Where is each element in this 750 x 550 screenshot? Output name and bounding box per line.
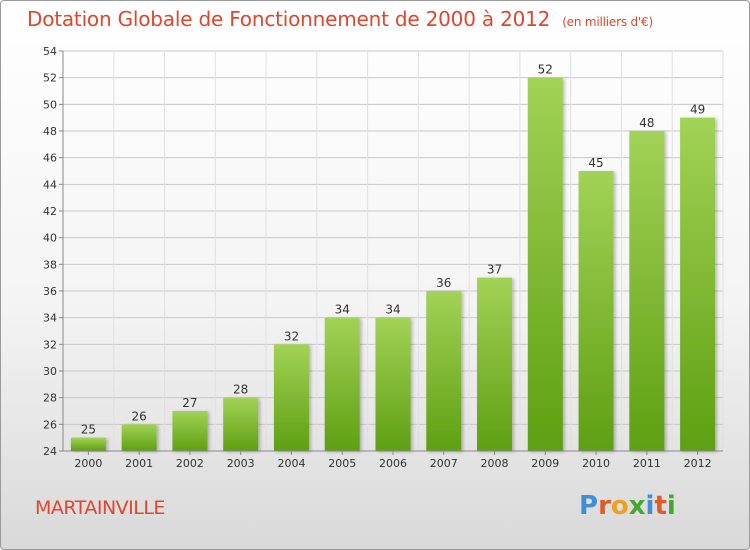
bar-2004: [273, 344, 309, 451]
axis-layer: 24 26 28 30 32 34 36 38 40 42 44 46 48 50 52 54 25 2000 26…: [43, 45, 723, 470]
bar-value-label: 36: [436, 276, 451, 290]
y-tick-label: 32: [43, 338, 57, 351]
bar-2002: [172, 411, 208, 451]
y-tick-label: 48: [43, 125, 57, 138]
bar-2005: [324, 317, 360, 451]
y-tick-label: 42: [43, 205, 57, 218]
y-tick-label: 36: [43, 285, 57, 298]
bar-value-label: 28: [233, 383, 248, 397]
x-tick-label: 2000: [74, 457, 102, 470]
bar-value-label: 52: [538, 63, 553, 77]
bar-value-label: 48: [639, 116, 654, 130]
commune-name: MARTAINVILLE: [35, 497, 165, 519]
bar-2007: [426, 291, 462, 451]
y-tick-label: 38: [43, 258, 57, 271]
bar-2006: [375, 317, 411, 451]
bar-value-label: 34: [385, 303, 400, 317]
y-tick-label: 50: [43, 98, 57, 111]
bar-value-label: 32: [284, 329, 299, 343]
bar-layer: [70, 77, 716, 452]
y-tick-label: 26: [43, 418, 57, 431]
bar-2000: [70, 437, 106, 451]
x-tick-label: 2007: [430, 457, 458, 470]
bar-2011: [629, 131, 665, 451]
x-tick-label: 2005: [328, 457, 356, 470]
bar-value-label: 37: [487, 263, 502, 277]
chart-title: Dotation Globale de Fonctionnement de 20…: [27, 7, 653, 31]
proxiti-logo: Proxiti: [579, 491, 676, 521]
bar-2012: [680, 117, 716, 452]
bar-value-label: 26: [132, 409, 147, 423]
x-tick-label: 2010: [582, 457, 610, 470]
bar-2001: [121, 424, 157, 451]
x-tick-label: 2011: [633, 457, 661, 470]
title-text: Dotation Globale de Fonctionnement de 20…: [27, 7, 551, 31]
x-tick-label: 2001: [125, 457, 153, 470]
bar-value-label: 45: [588, 156, 603, 170]
x-tick-label: 2009: [531, 457, 559, 470]
y-tick-label: 54: [43, 45, 57, 58]
bar-value-label: 49: [690, 103, 705, 117]
y-tick-label: 28: [43, 392, 57, 405]
unit-subtitle: (en milliers d'€): [562, 15, 653, 29]
y-tick-label: 34: [43, 312, 57, 325]
x-tick-label: 2002: [176, 457, 204, 470]
y-tick-label: 40: [43, 232, 57, 245]
x-tick-label: 2012: [684, 457, 712, 470]
y-tick-label: 30: [43, 365, 57, 378]
bar-value-label: 34: [335, 303, 350, 317]
bar-2003: [223, 397, 259, 451]
bar-2010: [578, 171, 614, 451]
x-tick-label: 2008: [481, 457, 509, 470]
y-tick-label: 44: [43, 178, 57, 191]
x-tick-label: 2003: [227, 457, 255, 470]
bar-2008: [477, 277, 513, 451]
bar-value-label: 27: [182, 396, 197, 410]
y-tick-label: 24: [43, 445, 57, 458]
y-tick-label: 52: [43, 72, 57, 85]
bar-value-label: 25: [81, 423, 96, 437]
bar-2009: [527, 77, 563, 452]
x-tick-label: 2004: [277, 457, 305, 470]
x-tick-label: 2006: [379, 457, 407, 470]
y-tick-label: 46: [43, 152, 57, 165]
